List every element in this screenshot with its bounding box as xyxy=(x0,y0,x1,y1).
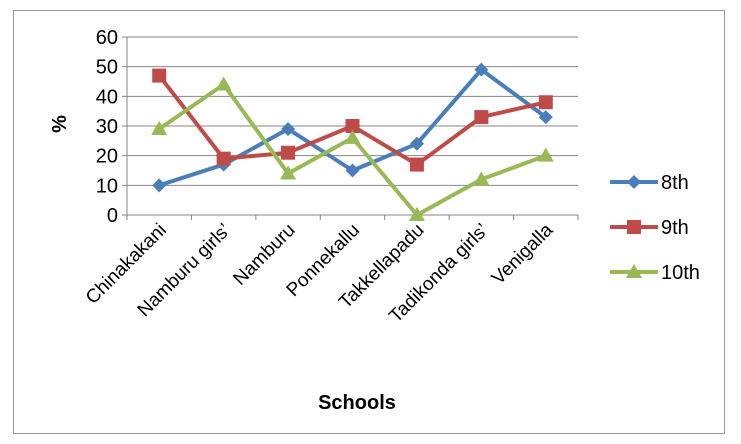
legend-item: 9th xyxy=(610,217,689,239)
data-point xyxy=(474,110,489,125)
data-point xyxy=(409,136,424,151)
data-point xyxy=(409,157,424,172)
data-point xyxy=(151,120,168,135)
legend-label: 9th xyxy=(661,217,689,239)
data-point xyxy=(281,145,296,160)
data-point xyxy=(216,151,231,166)
legend-marker xyxy=(627,220,641,234)
y-tick-label: 50 xyxy=(96,57,118,79)
data-point xyxy=(538,95,553,110)
y-tick-label: 20 xyxy=(96,146,118,168)
y-tick-label: 10 xyxy=(96,175,118,197)
data-point xyxy=(281,121,296,136)
y-tick-label: 60 xyxy=(96,27,118,49)
data-point xyxy=(344,129,361,144)
legend-label: 8th xyxy=(661,172,689,194)
data-point xyxy=(538,110,553,125)
legend-marker xyxy=(626,264,642,278)
axes xyxy=(122,36,579,220)
data-point xyxy=(473,171,490,186)
data-point xyxy=(152,68,167,83)
y-tick-label: 40 xyxy=(96,86,118,108)
y-tick-labels: 0 10 20 30 40 50 60 xyxy=(96,27,118,227)
legend-item: 10th xyxy=(610,262,700,284)
data-point xyxy=(408,207,425,221)
data-point xyxy=(280,165,297,180)
data-point xyxy=(345,119,360,133)
legend: 8th 9th 10th xyxy=(610,172,700,284)
y-tick-label: 30 xyxy=(96,116,118,138)
data-point xyxy=(537,147,554,162)
y-tick-label: 0 xyxy=(107,205,118,227)
data-point xyxy=(152,178,167,193)
series-9th xyxy=(152,68,553,172)
y-axis-label: % xyxy=(49,115,71,133)
legend-marker xyxy=(627,175,641,189)
data-point xyxy=(215,76,232,91)
x-tick-label: Venigalla xyxy=(488,219,558,289)
series-10th xyxy=(151,76,554,221)
legend-item: 8th xyxy=(610,172,689,194)
data-point xyxy=(345,163,360,178)
series-layer xyxy=(151,62,554,221)
chart-area: 0 10 20 30 40 50 60 Chinakakani Namburu girls’ N… xyxy=(13,10,725,434)
x-axis-label: Schools xyxy=(318,392,396,414)
legend-label: 10th xyxy=(661,262,700,284)
